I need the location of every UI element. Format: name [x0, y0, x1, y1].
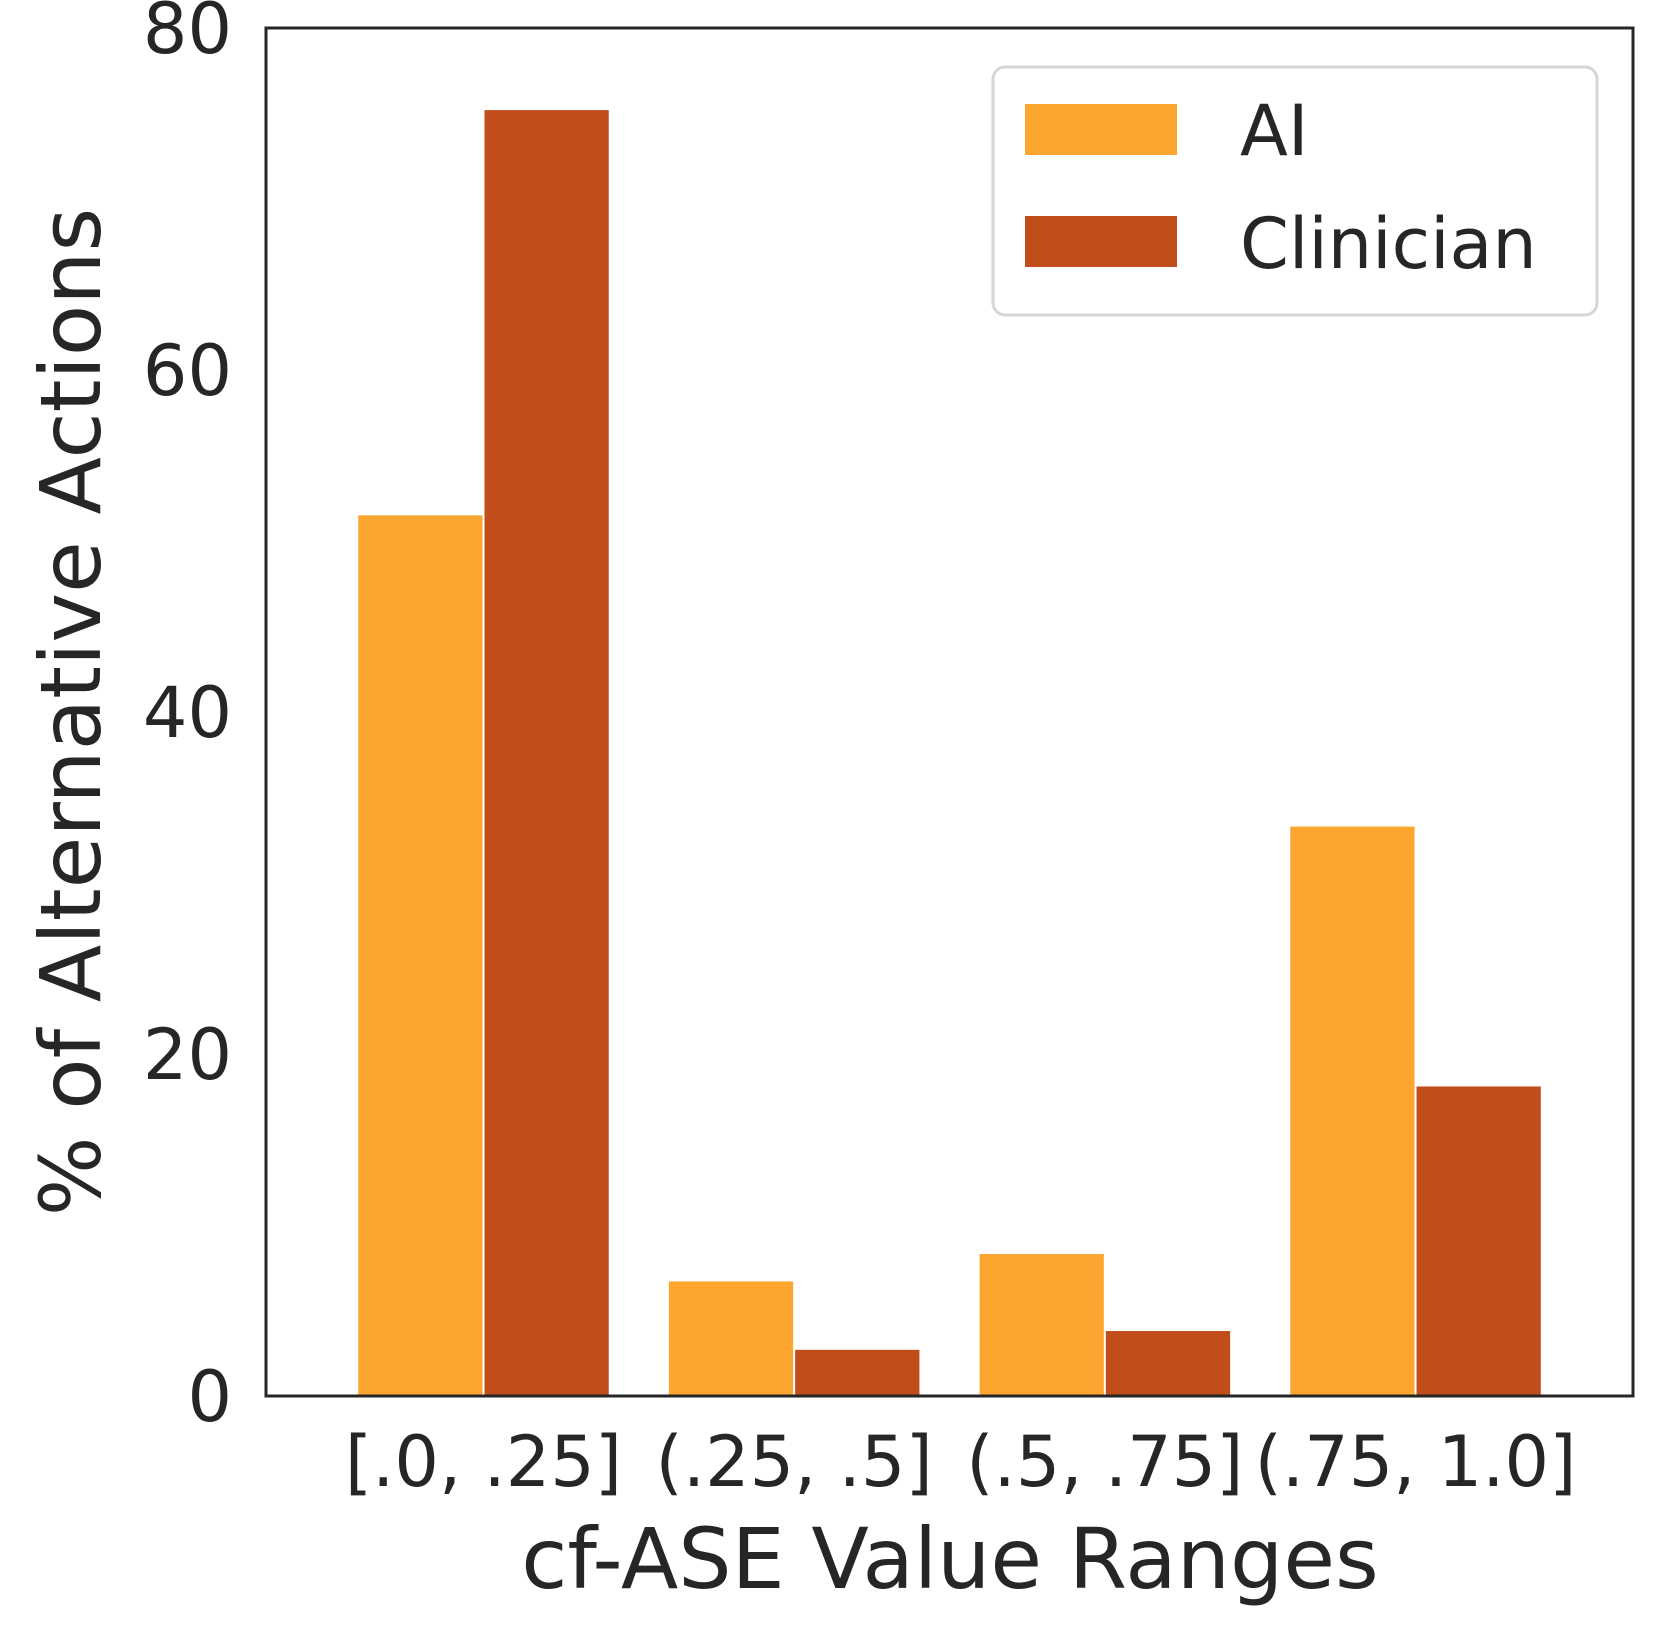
x-tick-label: (.25, .5]	[656, 1421, 933, 1503]
y-tick-label: 60	[143, 330, 232, 412]
bar-clinician-2	[1105, 1331, 1231, 1396]
bar-ai-3	[1290, 826, 1415, 1396]
legend: AI Clinician	[991, 65, 1599, 317]
bar-ai-0	[358, 515, 483, 1396]
bar-clinician-0	[484, 110, 609, 1397]
y-tick-label: 0	[187, 1356, 232, 1438]
x-tick-label: (.75, 1.0]	[1255, 1421, 1577, 1503]
y-tick-label: 20	[143, 1014, 232, 1096]
y-tick-labels: 0 20 40 60 80	[143, 0, 232, 1438]
legend-swatch-ai	[1025, 104, 1177, 155]
bar-ai-1	[668, 1281, 794, 1396]
bars-layer	[358, 110, 1541, 1397]
legend-label-clinician: Clinician	[1240, 203, 1537, 285]
legend-label-ai: AI	[1240, 90, 1309, 172]
y-axis-label: % of Alternative Actions	[22, 208, 120, 1217]
x-tick-labels: [.0, .25] (.25, .5] (.5, .75] (.75, 1.0]	[345, 1421, 1577, 1503]
bar-clinician-3	[1416, 1086, 1541, 1396]
bar-ai-2	[979, 1254, 1104, 1396]
y-tick-label: 80	[143, 0, 232, 70]
x-axis-label: cf-ASE Value Ranges	[521, 1510, 1379, 1608]
x-tick-label: [.0, .25]	[345, 1421, 622, 1503]
x-tick-label: (.5, .75]	[966, 1421, 1243, 1503]
y-tick-label: 40	[143, 672, 232, 754]
legend-swatch-clinician	[1025, 216, 1177, 267]
bar-clinician-1	[795, 1349, 920, 1396]
plot-area-frame	[264, 26, 1635, 1398]
